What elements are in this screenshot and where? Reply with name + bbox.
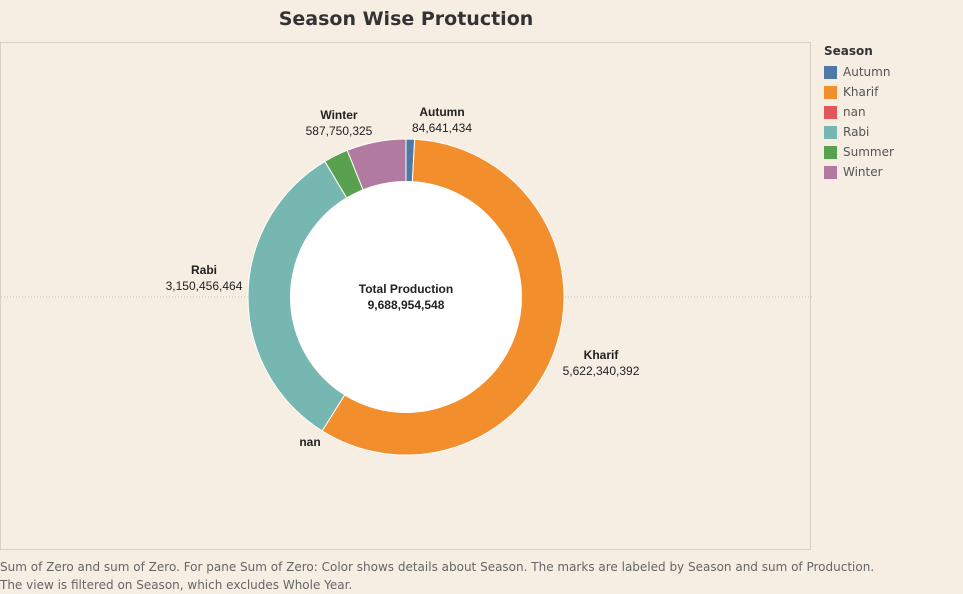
legend-item-kharif[interactable]: Kharif — [824, 82, 894, 102]
legend-label: Summer — [843, 145, 894, 159]
legend-item-winter[interactable]: Winter — [824, 162, 894, 182]
legend-label: Autumn — [843, 65, 891, 79]
legend-label: Rabi — [843, 125, 870, 139]
chart-title: Season Wise Protuction — [278, 8, 534, 30]
legend-item-rabi[interactable]: Rabi — [824, 122, 894, 142]
center-label: Total Production — [359, 282, 453, 296]
legend-swatch — [824, 165, 837, 179]
slice-value-autumn: 84,641,434 — [412, 121, 472, 135]
slice-value-kharif: 5,622,340,392 — [563, 364, 640, 378]
donut-hole — [290, 181, 522, 413]
slice-label-nan: nan — [299, 435, 320, 449]
legend-label: Kharif — [843, 85, 879, 99]
chart-pane: Autumn 84,641,434 Kharif 5,622,340,392 nan Ra… — [0, 42, 812, 550]
center-value: 9,688,954,548 — [368, 298, 445, 312]
caption: Sum of Zero and sum of Zero. For pane Su… — [0, 558, 963, 594]
legend-label: nan — [843, 105, 866, 119]
slice-label-winter: Winter — [320, 108, 358, 122]
legend-swatch — [824, 125, 837, 139]
legend-swatch — [824, 105, 837, 119]
legend-swatch — [824, 65, 837, 79]
legend: Season Autumn Kharif nan Rabi Summer Win… — [824, 44, 894, 182]
caption-line-1: Sum of Zero and sum of Zero. For pane Su… — [0, 560, 875, 574]
legend-swatch — [824, 145, 837, 159]
legend-label: Winter — [843, 165, 883, 179]
slice-value-rabi: 3,150,456,464 — [166, 279, 243, 293]
legend-swatch — [824, 85, 837, 99]
slice-label-autumn: Autumn — [419, 105, 464, 119]
legend-item-autumn[interactable]: Autumn — [824, 62, 894, 82]
slice-value-winter: 587,750,325 — [306, 124, 373, 138]
slice-label-kharif: Kharif — [584, 348, 620, 362]
legend-item-summer[interactable]: Summer — [824, 142, 894, 162]
caption-line-2: The view is filtered on Season, which ex… — [0, 578, 353, 592]
legend-item-nan[interactable]: nan — [824, 102, 894, 122]
slice-label-rabi: Rabi — [191, 263, 217, 277]
legend-title: Season — [824, 44, 873, 58]
donut-chart: Autumn 84,641,434 Kharif 5,622,340,392 nan Ra… — [1, 105, 812, 456]
